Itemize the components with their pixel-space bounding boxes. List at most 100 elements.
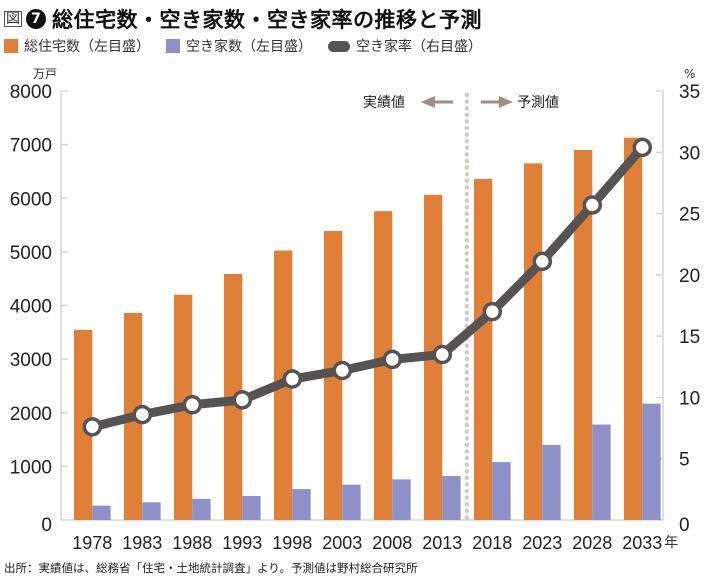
bar-vacant-houses: [292, 489, 311, 520]
left-tick-label: 6000: [10, 189, 52, 210]
divider-dot: [464, 119, 469, 124]
chart-title: 総住宅数・空き家数・空き家率の推移と予測: [52, 8, 482, 32]
divider-dot: [464, 238, 469, 243]
bar-vacant-houses: [542, 444, 561, 520]
divider-dot: [464, 198, 469, 203]
divider-dot: [464, 145, 469, 150]
vacancy-rate-point: [332, 360, 353, 381]
vacancy-rate-line: [82, 137, 653, 437]
bar-vacant-houses: [142, 502, 161, 520]
divider-dot: [464, 172, 469, 177]
left-tick-label: 4000: [10, 297, 52, 318]
legend-swatch-vacant-houses: [166, 39, 180, 53]
divider-dot: [464, 488, 469, 494]
actual-values-label: 実績値: [363, 95, 405, 111]
bar-vacant-houses: [192, 498, 211, 520]
left-tick-label: 1000: [10, 457, 52, 478]
right-tick-label: 0: [679, 515, 690, 536]
divider-dot: [464, 389, 469, 395]
divider-dot: [464, 125, 469, 131]
vacancy-rate-point: [632, 137, 653, 158]
x-tick-label: 2033: [622, 533, 662, 553]
legend-label-vacancy-rate: 空き家率（右目盛）: [356, 39, 482, 55]
bars: [74, 137, 661, 521]
x-tick-label: 2023: [522, 533, 562, 553]
x-tick-label: 2018: [472, 533, 512, 553]
divider-dot: [464, 442, 469, 447]
bar-vacant-houses: [592, 424, 611, 520]
divider-dot: [464, 416, 469, 421]
x-tick-label: 2008: [372, 533, 412, 553]
divider-dot: [464, 205, 469, 210]
left-tick-label: 2000: [10, 404, 52, 425]
bar-vacant-houses: [242, 495, 261, 520]
divider-dot: [464, 139, 469, 144]
legend-swatch-vacancy-rate: [328, 40, 350, 52]
divider-dot: [464, 350, 469, 355]
divider-dot: [464, 502, 469, 507]
left-axis-unit: 万戸: [33, 67, 57, 81]
legend-item-vacancy-rate: 空き家率（右目盛）: [328, 36, 482, 56]
divider-dot: [464, 455, 469, 461]
bar-vacant-houses: [92, 505, 111, 520]
left-arrow-icon: [420, 96, 435, 108]
divider-dot: [464, 92, 469, 98]
bar-total-housing: [624, 137, 643, 520]
divider-dot: [464, 106, 469, 111]
divider-dot: [464, 165, 469, 170]
divider-dot: [464, 469, 469, 474]
divider-dot: [464, 429, 469, 434]
x-axis-labels: 1978 1983 1988 1993 1998 2003 2008 2013 2018 2023…: [72, 533, 678, 553]
divider-dot: [464, 112, 469, 118]
legend-item-vacant-houses: 空き家数（左目盛）: [166, 36, 312, 56]
right-tick-label: 15: [679, 327, 700, 348]
divider-dot: [464, 370, 469, 375]
vacancy-rate-point: [282, 369, 303, 389]
divider-dot: [464, 218, 469, 223]
divider-annotations: 実績値 予測値: [363, 95, 559, 111]
divider-dot: [464, 191, 469, 197]
left-tick-label: 7000: [10, 136, 52, 157]
divider-dot: [464, 317, 469, 322]
vacancy-rate-point: [82, 417, 103, 437]
bar-total-housing: [574, 149, 593, 521]
vacancy-rate-point: [582, 195, 603, 215]
source-note: 出所：実績値は、総務省「住宅・土地統計調査」より。予測値は野村総合研究所: [4, 561, 418, 575]
left-tick-label: 8000: [10, 82, 52, 103]
divider-dot: [464, 363, 469, 368]
right-tick-label: 35: [679, 82, 700, 103]
legend-swatch-total-housing: [4, 39, 18, 53]
legend-label-vacant-houses: 空き家数（左目盛）: [186, 39, 312, 55]
right-tick-label: 5: [679, 450, 690, 471]
bar-total-housing: [524, 163, 543, 521]
figure-number-badge: 7: [26, 9, 46, 29]
vacancy-rate-point: [532, 251, 553, 272]
divider-dot: [464, 271, 469, 276]
divider-dot: [464, 383, 469, 388]
x-tick-label: 2013: [422, 533, 462, 553]
divider-dot: [464, 403, 469, 408]
x-tick-label: 1998: [272, 533, 312, 553]
bar-vacant-houses: [442, 476, 461, 520]
divider-dot: [464, 449, 469, 454]
vacancy-rate-point: [132, 404, 153, 425]
divider-dot: [464, 310, 469, 315]
bar-vacant-houses: [642, 403, 661, 520]
legend: 総住宅数（左目盛） 空き家数（左目盛） 空き家率（右目盛）: [4, 36, 498, 56]
divider-dot: [464, 185, 469, 190]
divider-dot: [464, 178, 469, 183]
divider-dot: [464, 343, 469, 348]
divider-dot: [464, 158, 469, 164]
divider-dot: [464, 264, 469, 269]
vacancy-rate-point: [432, 344, 453, 365]
divider-dot: [464, 356, 469, 362]
divider-dot: [464, 304, 469, 309]
divider-dot: [464, 409, 469, 414]
right-axis-unit: %: [684, 67, 695, 81]
divider-dot: [464, 462, 469, 467]
divider-dot: [464, 211, 469, 216]
figure-label: 図: [4, 11, 22, 27]
vacancy-rate-point: [482, 301, 503, 322]
divider-dot: [464, 495, 469, 500]
vacancy-rate-point: [232, 390, 253, 410]
